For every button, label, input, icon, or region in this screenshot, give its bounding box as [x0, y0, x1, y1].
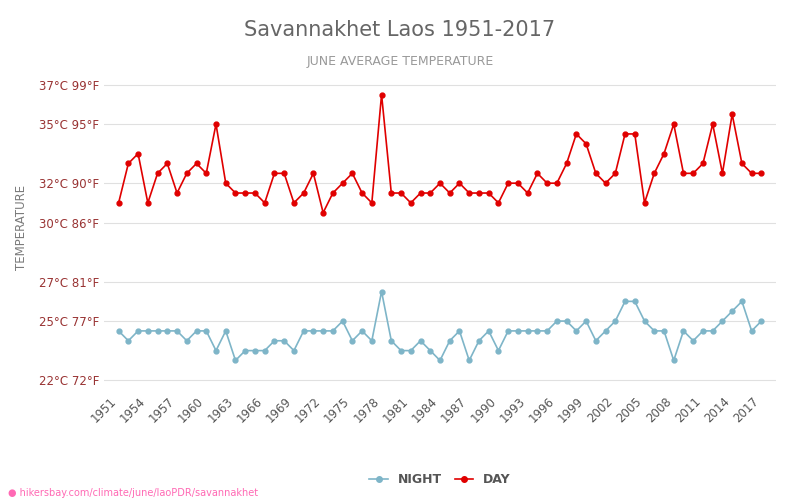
NIGHT: [230, 358, 240, 364]
Line: NIGHT: NIGHT: [116, 289, 764, 363]
DAY: [114, 200, 123, 206]
Text: ● hikersbay.com/climate/june/laoPDR/savannakhet: ● hikersbay.com/climate/june/laoPDR/sava…: [8, 488, 258, 498]
DAY: [426, 190, 435, 196]
DAY: [377, 92, 386, 98]
NIGHT: [377, 288, 386, 294]
NIGHT: [396, 348, 406, 354]
NIGHT: [162, 328, 172, 334]
Legend: NIGHT, DAY: NIGHT, DAY: [364, 468, 516, 491]
Y-axis label: TEMPERATURE: TEMPERATURE: [14, 185, 28, 270]
Text: Savannakhet Laos 1951-2017: Savannakhet Laos 1951-2017: [245, 20, 555, 40]
Text: JUNE AVERAGE TEMPERATURE: JUNE AVERAGE TEMPERATURE: [306, 55, 494, 68]
DAY: [757, 170, 766, 176]
DAY: [718, 170, 727, 176]
DAY: [318, 210, 328, 216]
DAY: [162, 160, 172, 166]
DAY: [396, 190, 406, 196]
Line: DAY: DAY: [116, 92, 764, 215]
NIGHT: [757, 318, 766, 324]
NIGHT: [114, 328, 123, 334]
NIGHT: [426, 348, 435, 354]
DAY: [192, 160, 202, 166]
NIGHT: [620, 298, 630, 304]
NIGHT: [718, 318, 727, 324]
DAY: [620, 131, 630, 137]
NIGHT: [192, 328, 202, 334]
